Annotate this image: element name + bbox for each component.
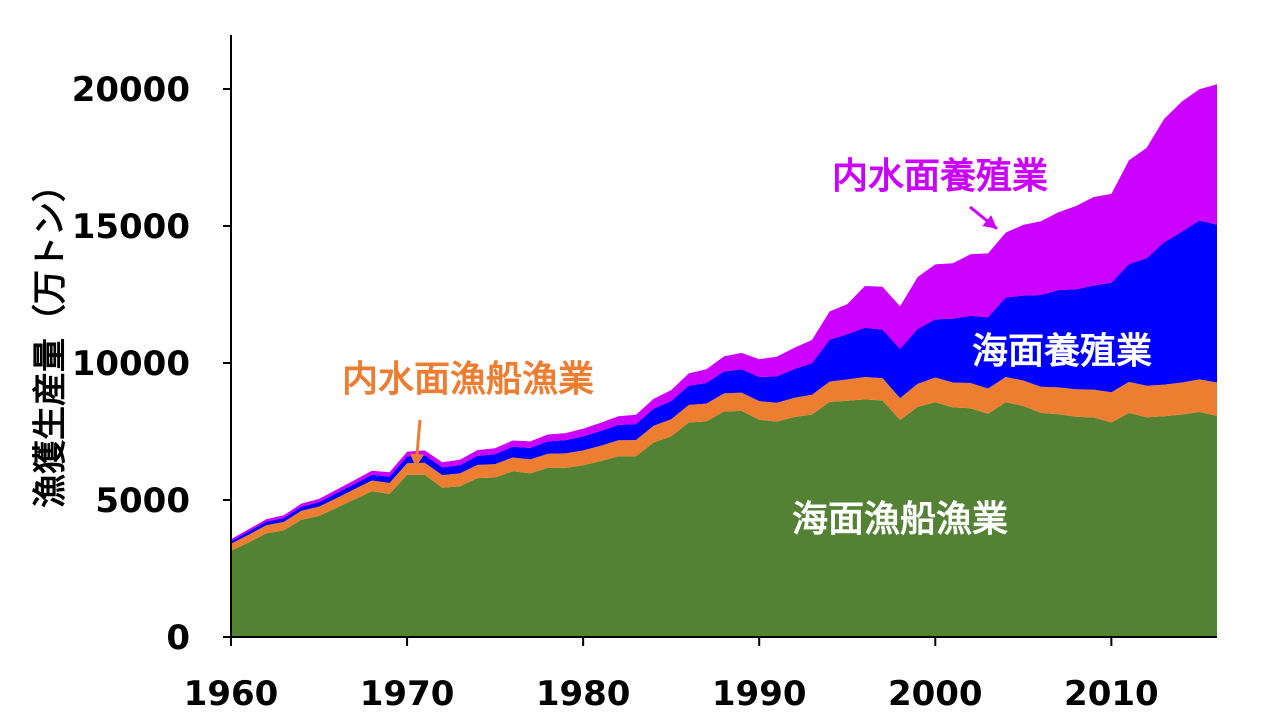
area-series-3 <box>231 220 1217 544</box>
series-label-4: 海面漁船漁業 <box>792 499 1008 540</box>
series-label-3: 内水面漁船漁業 <box>342 359 594 400</box>
y-tick-label-10000: 10000 <box>72 344 190 384</box>
area-series-2 <box>231 377 1217 551</box>
y-tick-label-20000: 20000 <box>72 70 190 110</box>
x-tick-label-1980: 1980 <box>536 674 631 714</box>
y-tick-label-5000: 5000 <box>95 481 190 521</box>
y-tick-label-15000: 15000 <box>72 207 190 247</box>
x-tick-label-1960: 1960 <box>184 674 279 714</box>
annotation-arrowhead-1 <box>982 215 997 229</box>
area-series-1 <box>231 399 1217 637</box>
y-axis-label: 漁獲生産量（万トン） <box>31 168 71 508</box>
x-tick-label-2000: 2000 <box>888 674 983 714</box>
y-tick-label-0: 0 <box>166 618 190 658</box>
axes <box>230 35 1217 638</box>
x-tick-label-1970: 1970 <box>360 674 455 714</box>
area-series-4 <box>231 84 1217 542</box>
series-label-1: 内水面養殖業 <box>832 156 1048 197</box>
series-label-2: 海面養殖業 <box>972 331 1152 372</box>
tick-group: 1960 1970 1980 1990 2000 2010 0 5000 10000 15000 2… <box>72 70 1159 714</box>
annotation-arrowhead-3 <box>410 453 424 468</box>
x-tick-label-2010: 2010 <box>1064 674 1159 714</box>
x-tick-label-1990: 1990 <box>712 674 807 714</box>
area-series-group <box>231 84 1217 637</box>
